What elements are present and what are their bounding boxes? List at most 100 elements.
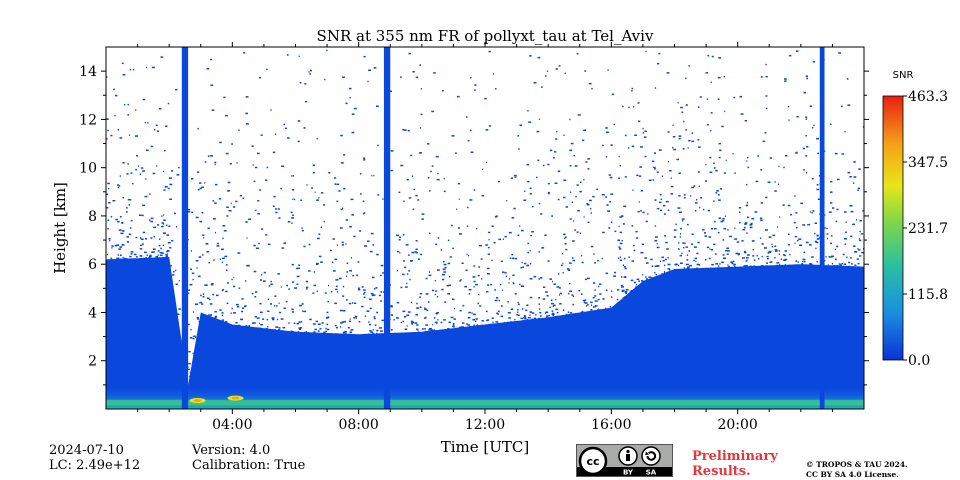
speckle-dot [528,121,532,123]
speckle-dot [376,332,378,335]
speckle-dot [556,131,558,133]
speckle-dot [568,269,571,271]
speckle-dot [161,252,164,254]
speckle-dot [274,295,277,297]
speckle-dot [195,216,199,219]
speckle-dot [723,257,726,259]
speckle-dot [420,127,422,129]
speckle-dot [645,50,647,53]
speckle-dot [697,106,700,108]
speckle-dot [235,200,238,203]
speckle-dot [272,318,275,321]
speckle-dot [350,329,354,331]
speckle-dot [117,254,119,256]
speckle-dot [737,253,741,255]
speckle-dot [172,274,175,276]
speckle-dot [724,110,726,113]
speckle-dot [436,178,440,181]
speckle-dot [306,331,308,333]
speckle-dot [178,280,180,282]
speckle-dot [373,288,376,290]
speckle-dot [811,127,814,129]
speckle-dot [312,323,316,325]
speckle-dot [454,307,456,310]
speckle-dot [554,151,557,153]
speckle-dot [191,272,195,275]
speckle-dot [747,254,750,256]
speckle-dot [619,216,623,218]
speckle-dot [321,322,324,324]
speckle-dot [358,321,361,323]
speckle-dot [456,208,458,210]
speckle-dot [225,322,228,324]
x-tick-label: 04:00 [212,417,252,433]
speckle-dot [510,177,513,179]
speckle-dot [107,228,109,230]
speckle-dot [169,247,172,249]
speckle-dot [428,274,432,277]
speckle-dot [459,280,461,282]
speckle-dot [546,295,549,297]
speckle-dot [257,200,260,202]
speckle-dot [857,189,859,191]
speckle-dot [334,302,337,305]
speckle-dot [341,321,345,323]
speckle-dot [500,315,504,318]
speckle-dot [202,234,205,236]
speckle-dot [254,166,258,169]
speckle-dot [710,130,712,132]
speckle-dot [757,258,760,260]
speckle-dot [421,218,424,220]
speckle-dot [588,82,592,85]
speckle-dot [475,283,478,286]
speckle-dot [248,325,250,327]
speckle-dot [207,227,210,230]
speckle-dot [466,323,468,325]
speckle-dot [582,139,585,142]
speckle-dot [302,310,304,312]
speckle-dot [363,293,365,295]
speckle-dot [145,257,147,259]
speckle-dot [351,131,355,134]
speckle-dot [787,105,790,108]
speckle-dot [411,321,414,324]
speckle-dot [790,213,793,216]
speckle-dot [245,325,248,327]
speckle-dot [473,265,476,267]
speckle-dot [676,158,679,161]
speckle-dot [517,301,519,304]
speckle-dot [549,306,551,309]
speckle-dot [265,327,268,330]
speckle-dot [631,145,635,148]
speckle-dot [514,176,517,178]
speckle-dot [326,311,329,314]
speckle-dot [201,186,204,188]
speckle-dot [555,298,557,301]
speckle-dot [464,285,467,288]
speckle-dot [349,320,351,322]
speckle-dot [245,123,249,125]
speckle-dot [722,217,725,220]
footer-calibration: Calibration: True [192,458,306,473]
speckle-dot [447,262,451,265]
speckle-dot [678,211,682,213]
speckle-dot [126,241,129,243]
speckle-dot [411,175,414,177]
speckle-dot [605,289,608,291]
speckle-dot [677,264,679,267]
speckle-dot [425,324,429,326]
speckle-dot [508,278,510,280]
speckle-dot [189,337,193,339]
speckle-dot [144,251,147,254]
speckle-dot [614,271,617,274]
speckle-dot [297,267,300,269]
speckle-dot [255,209,257,212]
speckle-dot [618,246,621,248]
speckle-dot [651,160,655,163]
speckle-dot [690,195,692,197]
speckle-dot [404,328,408,330]
speckle-dot [571,201,573,203]
speckle-dot [215,183,218,186]
speckle-dot [114,244,118,247]
